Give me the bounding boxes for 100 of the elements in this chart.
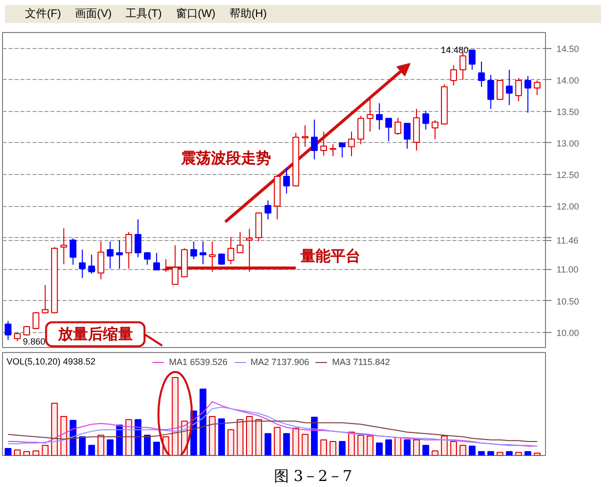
bar bbox=[404, 439, 411, 456]
candlestick bbox=[153, 252, 160, 270]
bar bbox=[478, 451, 485, 456]
bar bbox=[366, 435, 374, 456]
y-tick-label: 12.50 bbox=[556, 170, 580, 180]
bar bbox=[88, 444, 95, 456]
legend-label: MA3 7115.842 bbox=[332, 357, 390, 367]
candlestick bbox=[162, 258, 170, 272]
bar bbox=[440, 435, 448, 456]
y-tick-label: 14.50 bbox=[556, 44, 580, 54]
text: 文件(F) bbox=[25, 8, 62, 20]
candlestick bbox=[4, 320, 12, 340]
annotation: 14.480 bbox=[440, 45, 468, 56]
y-tick-label: 13.50 bbox=[556, 106, 580, 117]
bar bbox=[246, 416, 253, 456]
bar bbox=[292, 428, 300, 456]
candlestick bbox=[311, 119, 318, 160]
candlestick bbox=[534, 80, 541, 96]
candlestick bbox=[125, 231, 132, 270]
candlestick bbox=[283, 167, 290, 194]
candlestick bbox=[468, 49, 476, 70]
candlestick bbox=[506, 69, 513, 106]
annotation: 9.860 bbox=[22, 336, 46, 347]
candlestick bbox=[338, 142, 346, 158]
bar bbox=[153, 442, 160, 456]
bar bbox=[4, 448, 12, 456]
bar bbox=[357, 434, 364, 456]
bar bbox=[450, 440, 457, 456]
bar bbox=[311, 416, 318, 456]
candlestick bbox=[42, 284, 49, 314]
y-tick-label: 11.00 bbox=[556, 264, 578, 275]
chart-title: VOL(5,10,20) 4938.52 bbox=[6, 356, 96, 366]
bar bbox=[376, 442, 383, 456]
text: 画面(V) bbox=[75, 8, 112, 20]
bar bbox=[515, 452, 522, 456]
annotation: 震荡波段走势 bbox=[180, 149, 272, 168]
annotation: 量能平台 bbox=[299, 246, 360, 265]
bar bbox=[218, 418, 225, 456]
annotation: 放量后缩量 bbox=[56, 325, 133, 344]
bar bbox=[534, 452, 541, 456]
bar bbox=[413, 439, 420, 456]
bar bbox=[236, 419, 244, 456]
candlestick bbox=[190, 240, 198, 260]
candlestick bbox=[422, 110, 430, 130]
y-tick-label: 10.50 bbox=[556, 296, 580, 306]
candlestick bbox=[460, 52, 466, 80]
y-tick-label: 10.00 bbox=[556, 328, 580, 338]
candlestick bbox=[302, 124, 308, 148]
candlestick bbox=[116, 240, 123, 270]
candlestick bbox=[432, 120, 438, 140]
bar bbox=[208, 416, 216, 456]
bar bbox=[283, 433, 290, 456]
candlestick bbox=[200, 240, 206, 265]
bar bbox=[42, 444, 49, 456]
candlestick bbox=[394, 117, 402, 136]
candlestick bbox=[320, 131, 328, 156]
caption: 图 3－2－7 bbox=[274, 466, 352, 487]
y-tick-label: 11.46 bbox=[556, 236, 578, 246]
bar bbox=[116, 424, 123, 456]
bar bbox=[144, 434, 151, 456]
candlestick bbox=[227, 236, 234, 265]
bar bbox=[468, 446, 476, 456]
legend-label: MA1 6539.526 bbox=[169, 357, 228, 367]
bar bbox=[255, 419, 262, 456]
legend-label: MA2 7137.906 bbox=[250, 357, 310, 367]
bar bbox=[172, 376, 179, 456]
candlestick bbox=[404, 122, 411, 150]
candlestick bbox=[32, 312, 40, 330]
y-tick-label: 13.00 bbox=[556, 138, 580, 148]
bar bbox=[394, 437, 402, 456]
candlestick bbox=[70, 238, 76, 266]
bar bbox=[264, 433, 272, 456]
bar bbox=[460, 444, 466, 456]
candlestick bbox=[496, 80, 504, 100]
bar bbox=[200, 388, 206, 456]
bar bbox=[23, 451, 30, 456]
bar bbox=[487, 451, 494, 456]
bar bbox=[134, 419, 142, 456]
bar bbox=[227, 429, 234, 456]
bar bbox=[51, 402, 58, 456]
candlestick bbox=[172, 244, 179, 285]
candlestick bbox=[515, 77, 522, 102]
bar bbox=[98, 434, 104, 456]
bar bbox=[302, 434, 308, 456]
bar bbox=[60, 416, 68, 456]
candlestick bbox=[376, 102, 383, 130]
candlestick bbox=[60, 228, 68, 265]
bar bbox=[274, 426, 281, 456]
bar bbox=[422, 444, 430, 456]
bar bbox=[506, 451, 513, 456]
candlestick bbox=[144, 252, 151, 266]
text: 工具(T) bbox=[126, 8, 162, 20]
candlestick bbox=[78, 249, 86, 279]
bar bbox=[320, 439, 328, 456]
candlestick bbox=[366, 98, 374, 132]
bar bbox=[524, 451, 532, 456]
bar bbox=[385, 439, 392, 456]
bar bbox=[432, 450, 438, 456]
candlestick bbox=[264, 200, 272, 220]
candlestick bbox=[106, 240, 114, 270]
